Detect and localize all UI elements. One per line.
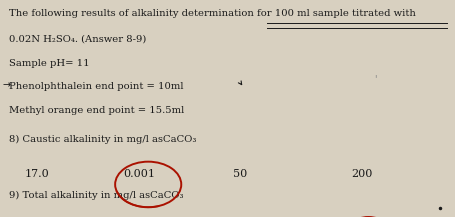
Text: 0.001: 0.001 [123,169,155,179]
Text: The following results of alkalinity determination for 100 ml sample titrated wit: The following results of alkalinity dete… [9,9,415,18]
Text: Sample pH= 11: Sample pH= 11 [9,59,90,67]
Text: Phenolphthalein end point = 10ml: Phenolphthalein end point = 10ml [9,82,183,91]
Text: 50: 50 [232,169,246,179]
Text: 9) Total alkalinity in mg/l asCaCO₃: 9) Total alkalinity in mg/l asCaCO₃ [9,191,183,200]
Text: ': ' [373,74,375,84]
Text: 17.0: 17.0 [25,169,50,179]
Text: 200: 200 [350,169,372,179]
Text: Methyl orange end point = 15.5ml: Methyl orange end point = 15.5ml [9,106,184,115]
Text: 8) Caustic alkalinity in mg/l asCaCO₃: 8) Caustic alkalinity in mg/l asCaCO₃ [9,135,196,144]
Text: 0.02N H₂SO₄. (Answer 8-9): 0.02N H₂SO₄. (Answer 8-9) [9,35,146,44]
Text: →: → [2,80,10,90]
